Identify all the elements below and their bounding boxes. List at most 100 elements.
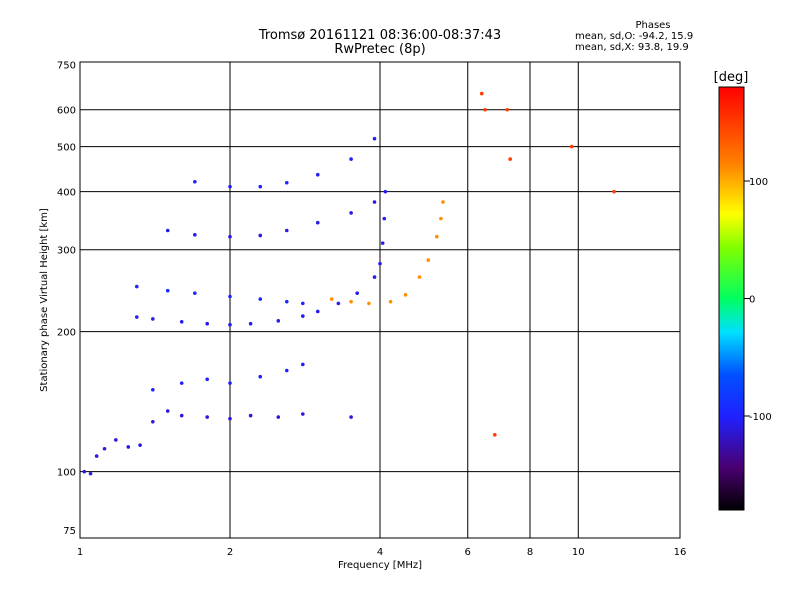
data-point bbox=[165, 409, 170, 413]
data-point bbox=[403, 293, 408, 297]
data-point bbox=[248, 413, 253, 418]
data-point bbox=[301, 362, 305, 367]
colorbar-label: [deg] bbox=[714, 70, 749, 85]
data-point bbox=[417, 275, 422, 279]
data-point bbox=[134, 284, 139, 289]
data-point bbox=[355, 291, 359, 295]
data-point bbox=[179, 381, 184, 385]
phases-stats-title: Phases bbox=[635, 20, 671, 31]
colorbar bbox=[718, 86, 745, 511]
grid-lines bbox=[80, 62, 680, 538]
colorbar-tick-label: 0 bbox=[749, 295, 755, 306]
data-point bbox=[372, 200, 377, 204]
data-point bbox=[372, 136, 377, 141]
data-point bbox=[228, 184, 232, 189]
data-point bbox=[315, 172, 320, 177]
x-tick-label: 10 bbox=[572, 547, 585, 558]
chart-subtitle: RwPretec (8p) bbox=[334, 42, 426, 57]
y-tick-label: 75 bbox=[63, 526, 76, 537]
data-point bbox=[388, 299, 393, 304]
data-point bbox=[612, 189, 616, 194]
x-tick-label: 8 bbox=[527, 547, 533, 558]
data-point bbox=[228, 234, 232, 239]
x-tick-label: 16 bbox=[674, 547, 687, 558]
data-point bbox=[193, 291, 197, 295]
data-point bbox=[114, 438, 118, 442]
data-point bbox=[349, 157, 353, 161]
data-point bbox=[493, 433, 497, 437]
data-point bbox=[258, 233, 263, 238]
data-point bbox=[205, 415, 209, 419]
phases-stats-o: mean, sd,O: -94.2, 15.9 bbox=[575, 31, 694, 42]
data-point bbox=[205, 377, 209, 382]
data-point bbox=[179, 413, 184, 418]
data-point bbox=[126, 445, 131, 449]
data-point bbox=[134, 315, 139, 319]
x-tick-labels: 1 2 4 6 8 10 16 bbox=[77, 547, 687, 558]
data-point bbox=[248, 321, 253, 326]
y-tick-label: 200 bbox=[57, 328, 76, 339]
data-point bbox=[151, 419, 155, 424]
data-point bbox=[380, 241, 385, 245]
y-axis-label: Stationary phase Virtual Height [km] bbox=[39, 208, 50, 392]
data-point bbox=[179, 319, 184, 324]
data-point bbox=[383, 189, 388, 194]
data-point bbox=[284, 228, 289, 233]
data-point bbox=[569, 144, 574, 149]
x-tick-label: 2 bbox=[227, 547, 233, 558]
y-tick-label: 750 bbox=[57, 61, 76, 72]
data-point bbox=[301, 412, 305, 416]
data-point bbox=[82, 469, 87, 474]
y-tick-label: 300 bbox=[57, 246, 76, 257]
data-point bbox=[151, 317, 155, 321]
data-point bbox=[228, 294, 232, 299]
data-point bbox=[382, 216, 387, 221]
data-point bbox=[284, 368, 289, 373]
data-point bbox=[372, 275, 377, 279]
x-tick-label: 6 bbox=[465, 547, 471, 558]
data-points bbox=[82, 91, 616, 476]
data-point bbox=[193, 233, 197, 237]
y-tick-label: 600 bbox=[57, 106, 76, 117]
data-point bbox=[205, 321, 209, 326]
data-point bbox=[276, 415, 281, 419]
colorbar-tick-label: 100 bbox=[749, 177, 768, 188]
data-point bbox=[228, 416, 232, 421]
data-point bbox=[349, 211, 353, 215]
data-point bbox=[434, 234, 439, 239]
data-point bbox=[439, 216, 443, 221]
data-point bbox=[349, 415, 353, 419]
data-point bbox=[193, 179, 197, 184]
data-point bbox=[138, 443, 142, 447]
data-point bbox=[315, 309, 320, 314]
data-point bbox=[479, 91, 484, 96]
x-tick-label: 4 bbox=[377, 547, 383, 558]
data-point bbox=[505, 107, 509, 112]
y-tick-label: 500 bbox=[57, 143, 76, 154]
colorbar-ticks: 100 0 -100 bbox=[744, 177, 772, 423]
data-point bbox=[441, 200, 445, 204]
data-point bbox=[94, 454, 99, 458]
data-point bbox=[102, 446, 107, 451]
data-point bbox=[228, 381, 232, 385]
data-point bbox=[151, 387, 155, 392]
x-tick-label: 1 bbox=[77, 547, 83, 558]
data-point bbox=[378, 261, 382, 266]
data-point bbox=[88, 471, 93, 476]
y-tick-labels: 75 100 200 300 400 500 600 750 bbox=[57, 61, 76, 537]
data-point bbox=[301, 314, 305, 318]
data-point bbox=[284, 299, 289, 304]
data-point bbox=[276, 319, 281, 323]
x-axis-label: Frequency [MHz] bbox=[338, 560, 422, 571]
chart-title: Tromsø 20161121 08:36:00-08:37:43 bbox=[258, 28, 502, 43]
data-point bbox=[258, 184, 263, 189]
data-point bbox=[483, 107, 487, 112]
data-point bbox=[426, 258, 431, 262]
data-point bbox=[336, 301, 341, 306]
y-tick-label: 400 bbox=[57, 188, 76, 199]
plot-frame bbox=[79, 61, 681, 539]
data-point bbox=[228, 322, 232, 327]
data-point bbox=[367, 301, 371, 306]
colorbar-tick-label: -100 bbox=[749, 412, 772, 423]
